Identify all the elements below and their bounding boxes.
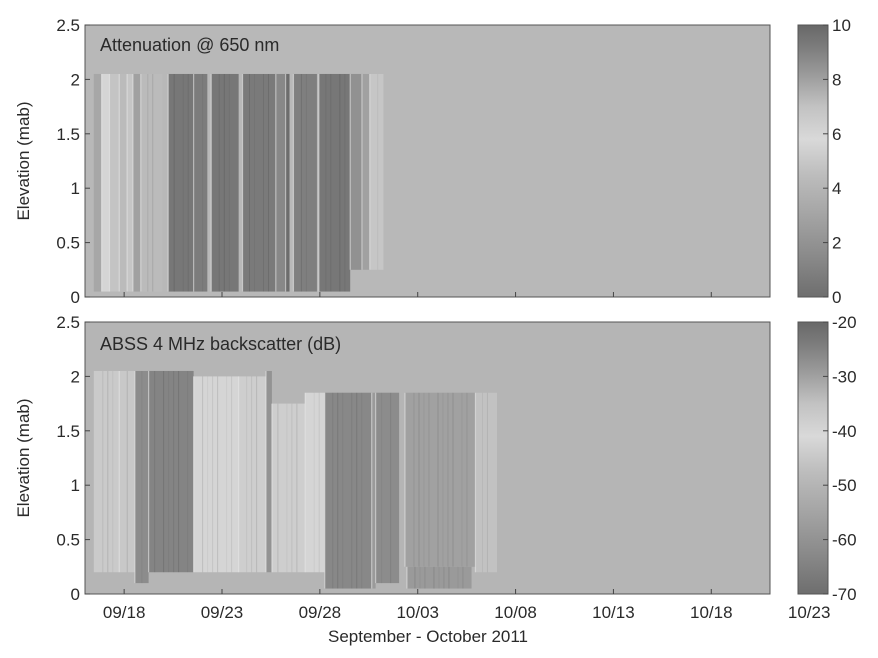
y-tick-label: 2 <box>71 367 80 386</box>
heatmap-block <box>318 73 351 292</box>
heatmap-block <box>275 73 286 292</box>
heatmap-block <box>93 370 120 573</box>
colorbar-tick-label: -60 <box>832 531 857 550</box>
heatmap-block <box>119 73 128 292</box>
panel-backscatter: ABSS 4 MHz backscatter (dB) 0 0.5 1 1.5 2 2.5… <box>14 313 857 646</box>
heatmap-block <box>266 370 272 573</box>
heatmap-block <box>404 392 476 567</box>
heatmap-block <box>475 392 497 573</box>
y-tick-label: 2.5 <box>56 16 80 35</box>
y-tick-label: 1.5 <box>56 125 80 144</box>
y-tick-label: 2.5 <box>56 313 80 332</box>
heatmap-block <box>375 392 400 584</box>
attenuation-y-ticks: 0 0.5 1 1.5 2 2.5 <box>56 16 810 307</box>
x-tick-label: 09/23 <box>201 603 244 622</box>
heatmap-block <box>148 370 194 573</box>
heatmap-block <box>109 73 120 292</box>
heatmap-block <box>127 73 133 292</box>
heatmap-block <box>134 370 149 584</box>
colorbar-tick-label: 2 <box>832 234 841 253</box>
x-axis-label: September - October 2011 <box>328 627 528 646</box>
y-tick-label: 0 <box>71 288 80 307</box>
colorbar-tick-label: -30 <box>832 367 857 386</box>
x-tick-label: 10/18 <box>690 603 733 622</box>
panel-backscatter-title: ABSS 4 MHz backscatter (dB) <box>100 334 341 354</box>
panel-attenuation-frame <box>84 24 771 298</box>
heatmap-block <box>361 73 370 270</box>
y-tick-label: 1 <box>71 476 80 495</box>
heatmap-block <box>242 73 276 292</box>
colorbar-tick-label: 8 <box>832 70 841 89</box>
backscatter-x-ticks: 09/18 09/23 09/28 10/03 10/08 10/13 10/18 10/23 <box>103 589 831 622</box>
attenuation-colorbar <box>797 24 829 298</box>
heatmap-block <box>305 392 325 573</box>
heatmap-block <box>193 376 239 573</box>
heatmap-block <box>285 73 290 292</box>
heatmap-block <box>350 73 362 270</box>
y-tick-label: 0.5 <box>56 531 80 550</box>
backscatter-y-axis-label: Elevation (mab) <box>14 398 33 517</box>
x-tick-label: 09/28 <box>299 603 342 622</box>
y-tick-label: 0.5 <box>56 234 80 253</box>
colorbar-tick-label: 4 <box>832 179 841 198</box>
attenuation-blocks <box>93 73 384 292</box>
heatmap-block <box>211 73 239 292</box>
colorbar-tick-label: -40 <box>832 422 857 441</box>
x-tick-label: 10/23 <box>788 603 831 622</box>
x-tick-label: 10/08 <box>494 603 537 622</box>
heatmap-block <box>93 73 102 292</box>
heatmap-block <box>119 370 135 573</box>
colorbar-tick-label: 0 <box>832 288 841 307</box>
panel-attenuation-title: Attenuation @ 650 nm <box>100 35 279 55</box>
heatmap-block <box>371 392 376 589</box>
heatmap-block <box>406 566 472 589</box>
heatmap-block <box>271 403 306 573</box>
colorbar-tick-label: 6 <box>832 125 841 144</box>
backscatter-gaps <box>118 370 477 589</box>
x-tick-label: 10/13 <box>592 603 635 622</box>
y-tick-label: 1 <box>71 179 80 198</box>
colorbar-tick-label: -70 <box>832 585 857 604</box>
y-tick-label: 0 <box>71 585 80 604</box>
attenuation-gaps <box>101 73 371 292</box>
heatmap-block <box>369 73 384 270</box>
x-tick-label: 09/18 <box>103 603 146 622</box>
backscatter-blocks <box>93 370 497 589</box>
backscatter-y-ticks: 0 0.5 1 1.5 2 2.5 <box>56 313 90 604</box>
x-tick-label: 10/03 <box>396 603 439 622</box>
attenuation-colorbar-ticks: 0 2 4 6 8 10 <box>823 16 851 307</box>
heatmap-block <box>193 73 208 292</box>
colorbar-tick-label: 10 <box>832 16 851 35</box>
heatmap-block <box>293 73 317 292</box>
y-tick-label: 1.5 <box>56 422 80 441</box>
heatmap-block <box>101 73 110 292</box>
backscatter-colorbar-ticks: -20 -30 -40 -50 -60 -70 <box>823 313 857 604</box>
backscatter-colorbar <box>797 321 829 595</box>
heatmap-block <box>238 376 267 573</box>
panel-backscatter-frame <box>84 321 771 595</box>
heatmap-block <box>324 392 372 589</box>
attenuation-y-axis-label: Elevation (mab) <box>14 101 33 220</box>
colorbar-tick-label: -20 <box>832 313 857 332</box>
panel-attenuation: Attenuation @ 650 nm 0 0.5 1 1.5 2 2.5 Elevat… <box>14 16 851 307</box>
heatmap-block <box>140 73 163 292</box>
heatmap-block <box>168 73 194 292</box>
y-tick-label: 2 <box>71 70 80 89</box>
heatmap-block <box>132 73 141 292</box>
colorbar-tick-label: -50 <box>832 476 857 495</box>
